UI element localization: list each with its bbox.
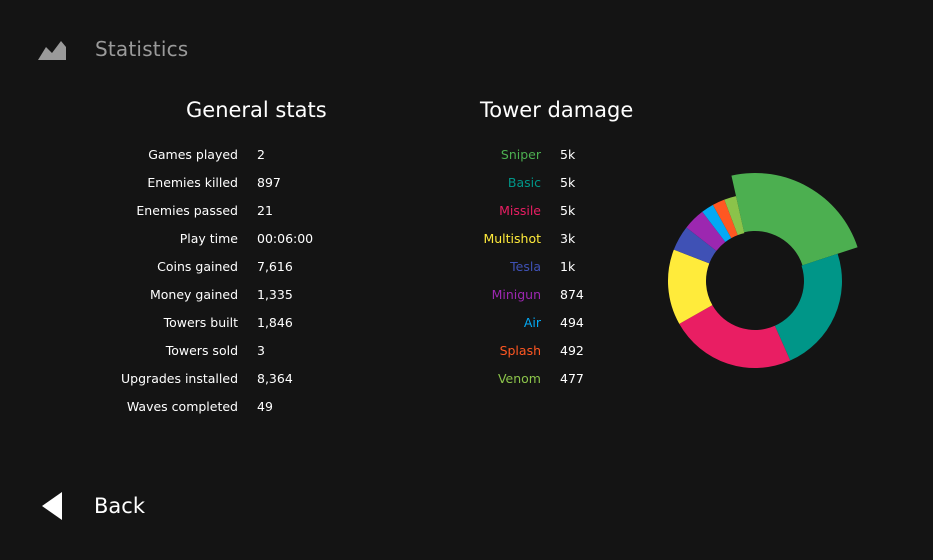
stat-row: Enemies passed 21 bbox=[100, 197, 360, 225]
stat-row: Towers built 1,846 bbox=[100, 309, 360, 337]
tower-damage-row: Splash 492 bbox=[440, 337, 640, 365]
tower-name: Multishot bbox=[483, 231, 541, 246]
page-title: Statistics bbox=[95, 37, 189, 61]
tower-damage-donut-chart bbox=[668, 173, 858, 368]
donut-slice-missile bbox=[679, 305, 791, 368]
stat-label: Enemies killed bbox=[147, 175, 238, 190]
header: Statistics bbox=[38, 36, 188, 62]
donut-slice-basic bbox=[774, 253, 842, 361]
stat-value: 49 bbox=[257, 399, 273, 414]
back-arrow-icon bbox=[42, 492, 62, 520]
stat-label: Coins gained bbox=[157, 259, 238, 274]
back-button[interactable]: Back bbox=[40, 490, 145, 522]
stat-value: 1,335 bbox=[257, 287, 293, 302]
stat-row: Upgrades installed 8,364 bbox=[100, 365, 360, 393]
stat-label: Play time bbox=[179, 231, 238, 246]
tower-damage-value: 492 bbox=[560, 343, 584, 358]
stat-row: Coins gained 7,616 bbox=[100, 253, 360, 281]
tower-damage-value: 477 bbox=[560, 371, 584, 386]
stat-value: 21 bbox=[257, 203, 273, 218]
tower-damage-row: Basic 5k bbox=[440, 169, 640, 197]
tower-name: Tesla bbox=[510, 259, 541, 274]
donut-slice-splash bbox=[712, 199, 738, 239]
tower-name: Minigun bbox=[491, 287, 541, 302]
general-stats-title: General stats bbox=[186, 98, 327, 122]
stat-label: Towers sold bbox=[165, 343, 238, 358]
stat-label: Waves completed bbox=[126, 399, 238, 414]
tower-damage-row: Air 494 bbox=[440, 309, 640, 337]
tower-damage-value: 494 bbox=[560, 315, 584, 330]
stat-row: Play time 00:06:00 bbox=[100, 225, 360, 253]
stat-row: Games played 2 bbox=[100, 141, 360, 169]
chart-mountain-icon bbox=[38, 41, 66, 60]
tower-name: Basic bbox=[507, 175, 541, 190]
tower-damage-value: 1k bbox=[560, 259, 576, 274]
tower-damage-list: Sniper 5k Basic 5k Missile 5k Multishot 3k Tesla… bbox=[440, 141, 640, 393]
donut-slice-venom bbox=[724, 196, 745, 236]
stat-row: Towers sold 3 bbox=[100, 337, 360, 365]
donut-slice-air bbox=[702, 204, 732, 243]
stat-value: 8,364 bbox=[257, 371, 293, 386]
stat-label: Towers built bbox=[163, 315, 238, 330]
stat-row: Waves completed 49 bbox=[100, 393, 360, 421]
tower-damage-row: Venom 477 bbox=[440, 365, 640, 393]
donut-slice-sniper bbox=[731, 173, 858, 266]
tower-damage-title: Tower damage bbox=[480, 98, 634, 122]
stat-value: 7,616 bbox=[257, 259, 293, 274]
tower-damage-row: Tesla 1k bbox=[440, 253, 640, 281]
stat-label: Enemies passed bbox=[136, 203, 238, 218]
stat-row: Enemies killed 897 bbox=[100, 169, 360, 197]
tower-damage-value: 3k bbox=[560, 231, 576, 246]
tower-name: Splash bbox=[499, 343, 541, 358]
tower-damage-value: 5k bbox=[560, 203, 576, 218]
tower-damage-row: Missile 5k bbox=[440, 197, 640, 225]
stat-value: 3 bbox=[257, 343, 265, 358]
tower-name: Air bbox=[523, 315, 541, 330]
tower-damage-value: 5k bbox=[560, 175, 576, 190]
stat-value: 00:06:00 bbox=[257, 231, 314, 246]
stat-label: Money gained bbox=[149, 287, 238, 302]
stat-label: Games played bbox=[148, 147, 238, 162]
tower-damage-row: Minigun 874 bbox=[440, 281, 640, 309]
back-label: Back bbox=[94, 494, 145, 518]
donut-slice-tesla bbox=[673, 227, 717, 264]
tower-name: Sniper bbox=[500, 147, 541, 162]
stat-row: Money gained 1,335 bbox=[100, 281, 360, 309]
tower-damage-row: Multishot 3k bbox=[440, 225, 640, 253]
stat-value: 1,846 bbox=[257, 315, 293, 330]
general-stats-list: Games played 2 Enemies killed 897 Enemies pa… bbox=[100, 141, 360, 421]
tower-damage-value: 5k bbox=[560, 147, 576, 162]
donut-slice-multishot bbox=[668, 249, 713, 324]
tower-damage-value: 874 bbox=[560, 287, 584, 302]
stat-value: 2 bbox=[257, 147, 265, 162]
stat-value: 897 bbox=[257, 175, 281, 190]
donut-slice-minigun bbox=[686, 211, 726, 251]
stat-label: Upgrades installed bbox=[121, 371, 238, 386]
tower-damage-row: Sniper 5k bbox=[440, 141, 640, 169]
tower-name: Venom bbox=[497, 371, 541, 386]
tower-name: Missile bbox=[499, 203, 541, 218]
